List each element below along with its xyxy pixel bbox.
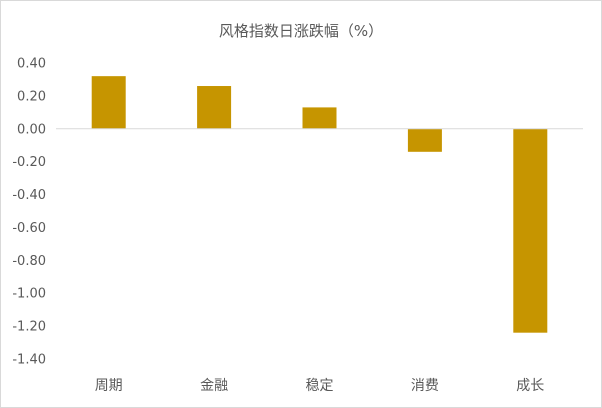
bar: [407, 128, 442, 152]
y-tick-label: 0.20: [17, 89, 46, 104]
bar: [91, 76, 126, 129]
y-tick-label: -0.80: [12, 254, 46, 269]
y-tick-label: -1.00: [12, 287, 46, 302]
category-label: 金融: [200, 378, 228, 394]
category-label: 稳定: [306, 378, 334, 394]
bar: [302, 107, 337, 129]
y-tick-label: -1.40: [12, 353, 46, 368]
y-tick-label: 0.00: [17, 122, 46, 137]
bar: [513, 128, 548, 333]
bar: [197, 86, 232, 129]
y-tick-label: 0.40: [17, 57, 46, 72]
y-tick-label: -1.20: [12, 320, 46, 335]
y-tick-label: -0.40: [12, 188, 46, 203]
category-label: 成长: [516, 378, 544, 394]
y-tick-label: -0.20: [12, 155, 46, 170]
category-label: 周期: [95, 378, 123, 394]
y-tick-label: -0.60: [12, 221, 46, 236]
category-label: 消费: [411, 378, 439, 394]
chart-title: 风格指数日涨跌幅（%）: [218, 22, 384, 40]
